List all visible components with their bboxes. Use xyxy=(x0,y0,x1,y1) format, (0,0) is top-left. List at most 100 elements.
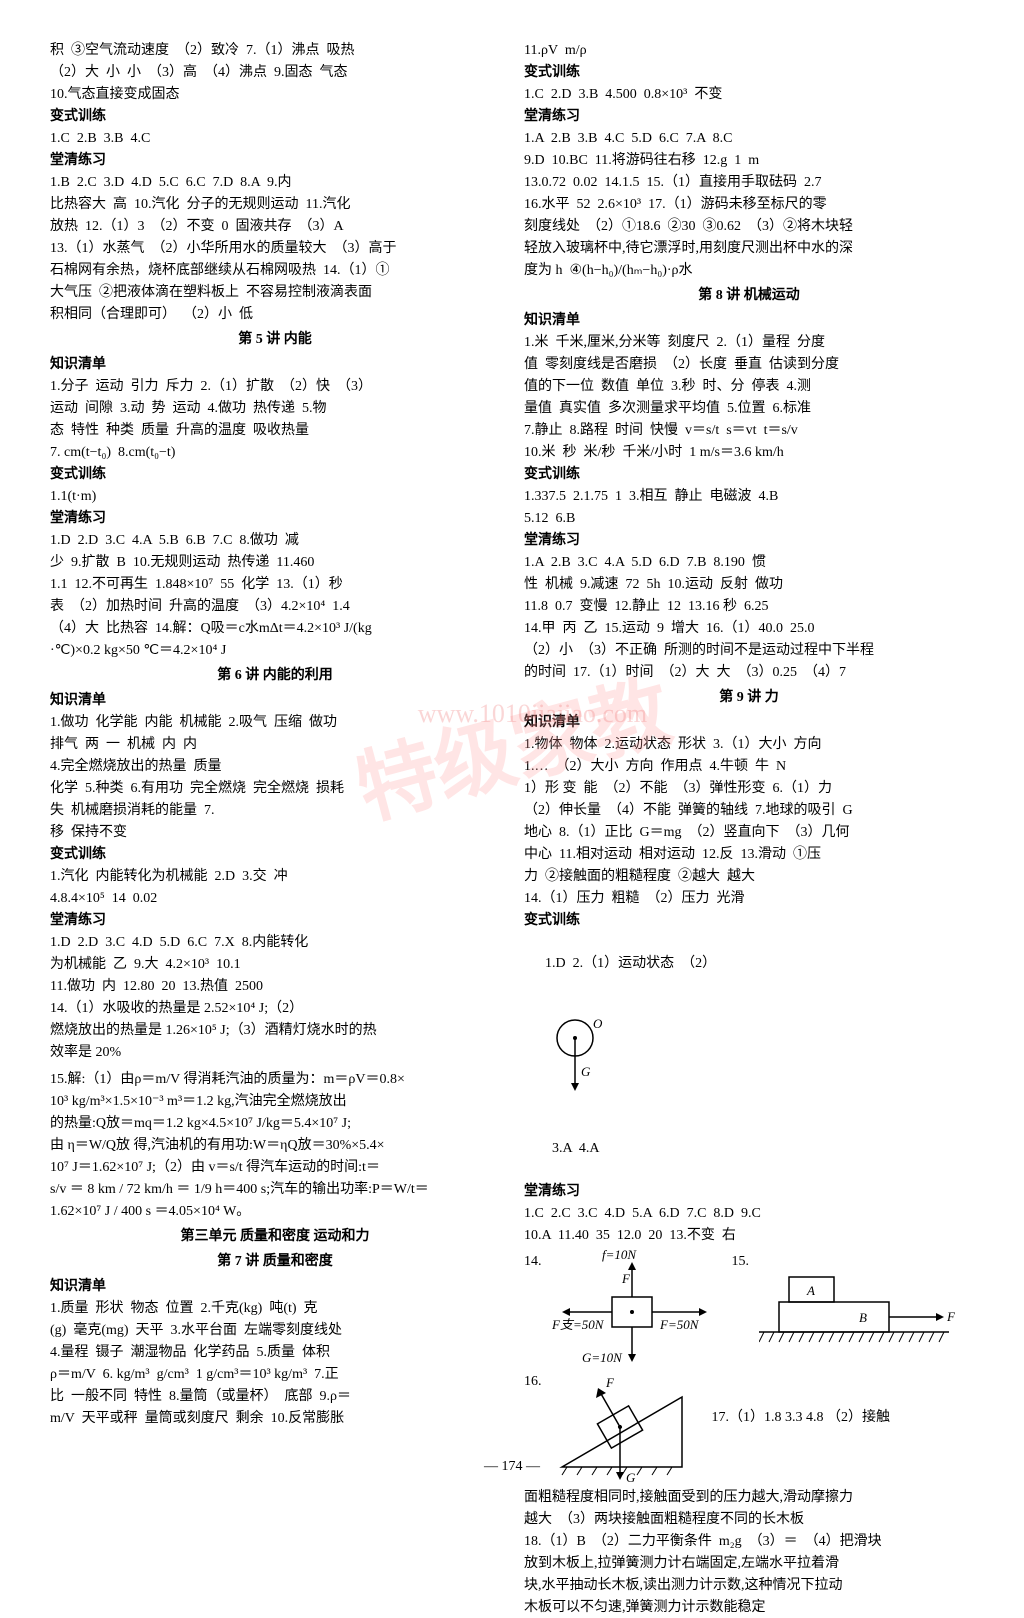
text-line: 的热量:Q放＝mq＝1.2 kg×4.5×10⁷ J/kg＝5.4×10⁷ J; xyxy=(50,1113,500,1134)
text-line: 1.物体 物体 2.运动状态 形状 3.（1）大小 方向 xyxy=(524,734,974,755)
text-line: 为机械能 乙 9.大 4.2×10³ 10.1 xyxy=(50,954,500,975)
text-line: 积相同（合理即可） （2）小 低 xyxy=(50,304,500,325)
svg-text:F=50N: F=50N xyxy=(659,1317,700,1332)
text-line: 木板可以不匀速,弹簧测力计示数能稳定 xyxy=(524,1597,974,1618)
figure-row-14-15: 14. f=10N F F支=50N F=50N G=10N 15. xyxy=(524,1247,974,1367)
unit-title: 第三单元 质量和密度 运动和力 xyxy=(50,1226,500,1247)
text-line: 1.A 2.B 3.C 4.A 5.D 6.D 7.B 8.190 惯 xyxy=(524,552,974,573)
text-line: 积 ③空气流动速度 （2）致冷 7.（1）沸点 吸热 xyxy=(50,40,500,61)
text-line: 11.ρV m/ρ xyxy=(524,40,974,61)
text-line: 1.B 2.C 3.D 4.D 5.C 6.C 7.D 8.A 9.内 xyxy=(50,172,500,193)
text-line: 1.337.5 2.1.75 1 3.相互 静止 电磁波 4.B xyxy=(524,486,974,507)
text-line: 态 特性 种类 质量 升高的温度 吸收热量 xyxy=(50,420,500,441)
figure-q15-blocks: A B F xyxy=(759,1247,959,1367)
text-fragment: 1.D 2.（1）运动状态 （2） xyxy=(545,956,716,971)
section-heading: 变式训练 xyxy=(50,464,500,485)
text-line: ·℃)×0.2 kg×50 ℃＝4.2×10⁴ J xyxy=(50,640,500,661)
text-line: 13.（1）水蒸气 （2）小华所用水的质量较大 （3）高于 xyxy=(50,238,500,259)
section-heading: 变式训练 xyxy=(524,910,974,931)
text-line: 10³ kg/m³×1.5×10⁻³ m³＝1.2 kg,汽油完全燃烧放出 xyxy=(50,1091,500,1112)
section-heading: 堂清练习 xyxy=(524,106,974,127)
q14-label: 14. xyxy=(524,1247,542,1272)
q16-label: 16. xyxy=(524,1367,542,1392)
text-line: m/V 天平或秤 量筒或刻度尺 剩余 10.反常膨胀 xyxy=(50,1408,500,1429)
figure-q14-force-diagram: f=10N F F支=50N F=50N G=10N xyxy=(552,1247,722,1367)
q17-text: 17.（1）1.8 3.3 4.8 （2）接触 xyxy=(712,1367,891,1428)
text-line: 18.（1）B （2）二力平衡条件 m₂g （3）＝ （4）把滑块 xyxy=(524,1531,974,1552)
text-line: 5.12 6.B xyxy=(524,508,974,529)
text-line: 7. cm(t−t₀) 8.cm(t₀−t) xyxy=(50,442,500,463)
text-line: 排气 两 一 机械 内 内 xyxy=(50,734,500,755)
text-line: 11.8 0.7 变慢 12.静止 12 13.16 秒 6.25 xyxy=(524,596,974,617)
text-line: 移 保持不变 xyxy=(50,822,500,843)
text-line: 1.米 千米,厘米,分米等 刻度尺 2.（1）量程 分度 xyxy=(524,332,974,353)
section-heading: 堂清练习 xyxy=(50,508,500,529)
text-fragment: 3.A 4.A xyxy=(545,1141,599,1156)
text-line: 16.水平 52 2.6×10³ 17.（1）游码未移至标尺的零 xyxy=(524,194,974,215)
chapter-title: 第 7 讲 质量和密度 xyxy=(50,1251,500,1272)
text-line: （2）大 小 小 （3）高 （4）沸点 9.固态 气态 xyxy=(50,62,500,83)
right-column: 11.ρV m/ρ 变式训练 1.C 2.D 3.B 4.500 0.8×10³… xyxy=(524,40,974,1467)
text-line: 14.（1）压力 粗糙 （2）压力 光滑 xyxy=(524,888,974,909)
text-line: 失 机械磨损消耗的能量 7. xyxy=(50,800,500,821)
text-line: 1.D 2.D 3.C 4.D 5.D 6.C 7.X 8.内能转化 xyxy=(50,932,500,953)
text-line: ρ＝m/V 6. kg/m³ g/cm³ 1 g/cm³＝10³ kg/m³ 7… xyxy=(50,1364,500,1385)
section-heading: 知识清单 xyxy=(50,354,500,375)
text-line: 1.C 2.B 3.B 4.C xyxy=(50,128,500,149)
svg-text:F: F xyxy=(621,1271,631,1286)
text-line: 运动 间隙 3.动 势 运动 4.做功 热传递 5.物 xyxy=(50,398,500,419)
text-line: 放到木板上,拉弹簧测力计右端固定,左端水平拉着滑 xyxy=(524,1553,974,1574)
text-line: 1.D 2.D 3.C 4.A 5.B 6.B 7.C 8.做功 减 xyxy=(50,530,500,551)
chapter-title: 第 9 讲 力 xyxy=(524,687,974,708)
text-line: 比热容大 高 10.汽化 分子的无规则运动 11.汽化 xyxy=(50,194,500,215)
section-heading: 知识清单 xyxy=(524,310,974,331)
text-line: 9.D 10.BC 11.将游码往右移 12.g 1 m xyxy=(524,150,974,171)
section-heading: 知识清单 xyxy=(524,712,974,733)
text-line: 刻度线处 （2）①18.6 ②30 ③0.62 （3）②将木块轻 xyxy=(524,216,974,237)
text-line: 1.汽化 内能转化为机械能 2.D 3.交 冲 xyxy=(50,866,500,887)
text-line: 度为 h ④(h−h₀)/(hₘ−h₀)·ρ水 xyxy=(524,260,974,281)
svg-text:A: A xyxy=(806,1283,815,1298)
text-line: 7.静止 8.路程 时间 快慢 v＝s/t s＝vt t＝s/v xyxy=(524,420,974,441)
section-heading: 变式训练 xyxy=(524,62,974,83)
chapter-title: 第 6 讲 内能的利用 xyxy=(50,665,500,686)
section-heading: 知识清单 xyxy=(50,1276,500,1297)
section-heading: 变式训练 xyxy=(50,844,500,865)
text-line: （2）小 （3）不正确 所测的时间不是运动过程中下半程 xyxy=(524,640,974,661)
svg-text:G=10N: G=10N xyxy=(582,1350,623,1365)
text-line: 块,水平抽动长木板,读出测力计示数,这种情况下拉动 xyxy=(524,1575,974,1596)
text-line: 4.8.4×10⁵ 14 0.02 xyxy=(50,888,500,909)
text-line: 13.0.72 0.02 14.1.5 15.（1）直接用手取砝码 2.7 xyxy=(524,172,974,193)
text-line: 1.C 2.D 3.B 4.500 0.8×10³ 不变 xyxy=(524,84,974,105)
text-line: 1.做功 化学能 内能 机械能 2.吸气 压缩 做功 xyxy=(50,712,500,733)
text-line: 14.甲 丙 乙 15.运动 9 增大 16.（1）40.0 25.0 xyxy=(524,618,974,639)
chapter-title: 第 5 讲 内能 xyxy=(50,329,500,350)
text-line: 1.1(t·m) xyxy=(50,486,500,507)
text-line: 放热 12.（1）3 （2）不变 0 固液共存 （3）A xyxy=(50,216,500,237)
text-line: 10.A 11.40 35 12.0 20 13.不变 右 xyxy=(524,1225,974,1246)
text-line-with-figure: 1.D 2.（1）运动状态 （2） O G 3.A 4.A xyxy=(524,932,974,1180)
section-heading: 堂清练习 xyxy=(50,150,500,171)
text-line: 值 零刻度线是否磨损 （2）长度 垂直 估读到分度 xyxy=(524,354,974,375)
q15-label: 15. xyxy=(732,1247,750,1272)
text-line: 比 一般不同 特性 8.量筒（或量杯） 底部 9.ρ＝ xyxy=(50,1386,500,1407)
text-line: 越大 （3）两块接触面粗糙程度不同的长木板 xyxy=(524,1509,974,1530)
text-line: 1.A 2.B 3.B 4.C 5.D 6.C 7.A 8.C xyxy=(524,128,974,149)
text-line: 中心 11.相对运动 相对运动 12.反 13.滑动 ①压 xyxy=(524,844,974,865)
text-line: 大气压 ②把液体滴在塑料板上 不容易控制液滴表面 xyxy=(50,282,500,303)
text-line: 4.量程 镊子 潮湿物品 化学药品 5.质量 体积 xyxy=(50,1342,500,1363)
section-heading: 变式训练 xyxy=(524,464,974,485)
text-line: 1.C 2.C 3.C 4.D 5.A 6.D 7.C 8.D 9.C xyxy=(524,1203,974,1224)
section-heading: 堂清练习 xyxy=(50,910,500,931)
svg-text:F支=50N: F支=50N xyxy=(552,1317,605,1332)
section-heading: 知识清单 xyxy=(50,690,500,711)
text-line: 11.做功 内 12.80 20 13.热值 2500 xyxy=(50,976,500,997)
section-heading: 变式训练 xyxy=(50,106,500,127)
text-line: 量值 真实值 多次测量求平均值 5.位置 6.标准 xyxy=(524,398,974,419)
text-line: 1）形 变 能 （2）不能 （3）弹性形变 6.（1）力 xyxy=(524,778,974,799)
section-heading: 堂清练习 xyxy=(524,1181,974,1202)
text-line: s/v ＝ 8 km / 72 km/h ＝ 1/9 h＝400 s;汽车的输出… xyxy=(50,1179,500,1200)
text-line: 化学 5.种类 6.有用功 完全燃烧 完全燃烧 损耗 xyxy=(50,778,500,799)
text-line: 轻放入玻璃杯中,待它漂浮时,用刻度尺测出杯中水的深 xyxy=(524,238,974,259)
text-line: 地心 8.（1）正比 G＝mg （2）竖直向下 （3）几何 xyxy=(524,822,974,843)
